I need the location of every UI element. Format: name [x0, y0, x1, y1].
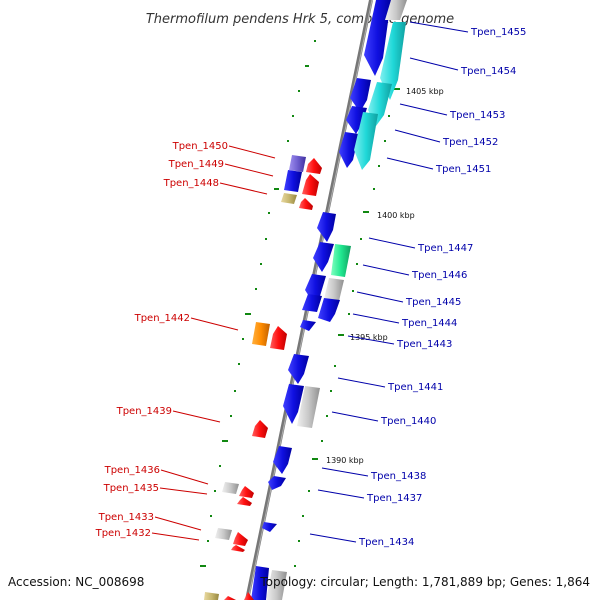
gene-tpen-1433 [215, 528, 232, 540]
tick-ring [200, 40, 402, 567]
gene-label: Tpen_1434 [358, 537, 414, 548]
map-title: Thermofilum pendens Hrk 5, complete geno… [146, 12, 454, 27]
gene-tpen-1451 [339, 132, 359, 168]
left-gene-labels: Tpen_1450 Tpen_1449 Tpen_1448 Tpen_1442 … [95, 141, 276, 541]
gene-tpen-1455-grey [385, 0, 407, 20]
gene-tpen-1442-red [270, 326, 287, 350]
gene-tpen-bottom-blue [251, 566, 269, 600]
gene-label: Tpen_1443 [396, 339, 452, 350]
gene-tpen-1449-red [302, 174, 319, 196]
gene-tpen-1436-red [239, 486, 254, 498]
position-markers: 1405 kbp 1400 kbp 1395 kbp 1390 kbp [326, 87, 444, 465]
gene-tpen-bottom-grey [266, 570, 287, 600]
gene-label: Tpen_1452 [442, 137, 498, 148]
gene-tpen-1444 [302, 294, 322, 312]
gene-label: Tpen_1435 [103, 483, 159, 494]
genome-summary-text: Topology: circular; Length: 1,781,889 bp… [259, 575, 590, 589]
gene-label: Tpen_1442 [134, 313, 190, 324]
gene-tpen-1450 [289, 155, 306, 172]
position-marker: 1390 kbp [326, 456, 364, 465]
gene-label: Tpen_1449 [168, 159, 224, 170]
gene-tpen-1440-grey [297, 386, 320, 428]
gene-tpen-1434 [262, 522, 277, 532]
gene-tpen-1443-small [300, 320, 316, 331]
gene-label: Tpen_1441 [387, 382, 443, 393]
position-marker: 1405 kbp [406, 87, 444, 96]
gene-label: Tpen_1445 [405, 297, 461, 308]
gene-tpen-bottom-red2 [244, 592, 254, 600]
gene-tpen-bottom-red [224, 596, 236, 600]
gene-tpen-bottom-khaki [204, 592, 219, 600]
gene-tpen-1447 [317, 212, 336, 242]
gene-tpen-1455 [364, 0, 391, 76]
gene-tpen-1439 [252, 420, 268, 438]
gene-tpen-1447b [313, 242, 334, 272]
gene-tpen-1441 [288, 354, 309, 384]
gene-tpen-1435 [237, 497, 252, 506]
gene-tpen-1432 [231, 545, 245, 552]
gene-label: Tpen_1450 [172, 141, 228, 152]
gene-tpen-1448-red [299, 198, 313, 210]
gene-tpen-1454 [380, 22, 406, 100]
position-marker: 1395 kbp [350, 333, 388, 342]
gene-label: Tpen_1438 [370, 471, 426, 482]
gene-tpen-1448 [281, 193, 297, 204]
forward-strand-genes [251, 0, 407, 600]
gene-tpen-1442 [252, 322, 270, 346]
gene-label: Tpen_1447 [417, 243, 473, 254]
accession-text: Accession: NC_008698 [8, 575, 144, 589]
right-gene-labels: Tpen_1455 Tpen_1454 Tpen_1453 Tpen_1452 … [309, 21, 526, 548]
reverse-strand-genes [204, 155, 322, 600]
gene-tpen-1445-grey [324, 278, 344, 301]
gene-tpen-1437 [268, 476, 286, 490]
gene-label: Tpen_1451 [435, 164, 491, 175]
gene-tpen-1440 [283, 384, 304, 424]
gene-tpen-1451-cyan [354, 112, 378, 170]
gene-label: Tpen_1436 [104, 465, 160, 476]
gene-label: Tpen_1433 [98, 512, 154, 523]
gene-label: Tpen_1437 [366, 493, 422, 504]
gene-tpen-1443 [318, 298, 340, 322]
gene-tpen-1449 [284, 170, 302, 192]
gene-tpen-1446 [331, 244, 351, 277]
gene-label: Tpen_1453 [449, 110, 505, 121]
gene-label: Tpen_1455 [470, 27, 526, 38]
position-marker: 1400 kbp [377, 211, 415, 220]
gene-tpen-1450-red [306, 158, 322, 174]
gene-label: Tpen_1454 [460, 66, 516, 77]
gene-tpen-1433-red [233, 532, 248, 546]
gene-label: Tpen_1432 [95, 528, 151, 539]
gene-label: Tpen_1440 [380, 416, 436, 427]
gene-label: Tpen_1448 [163, 178, 219, 189]
gene-label: Tpen_1446 [411, 270, 467, 281]
gene-tpen-1452 [346, 106, 367, 134]
gene-label: Tpen_1439 [116, 406, 172, 417]
gene-tpen-1438 [273, 446, 292, 474]
gene-tpen-1436 [222, 482, 239, 494]
gene-label: Tpen_1444 [401, 318, 457, 329]
gene-tpen-1453 [350, 78, 371, 112]
